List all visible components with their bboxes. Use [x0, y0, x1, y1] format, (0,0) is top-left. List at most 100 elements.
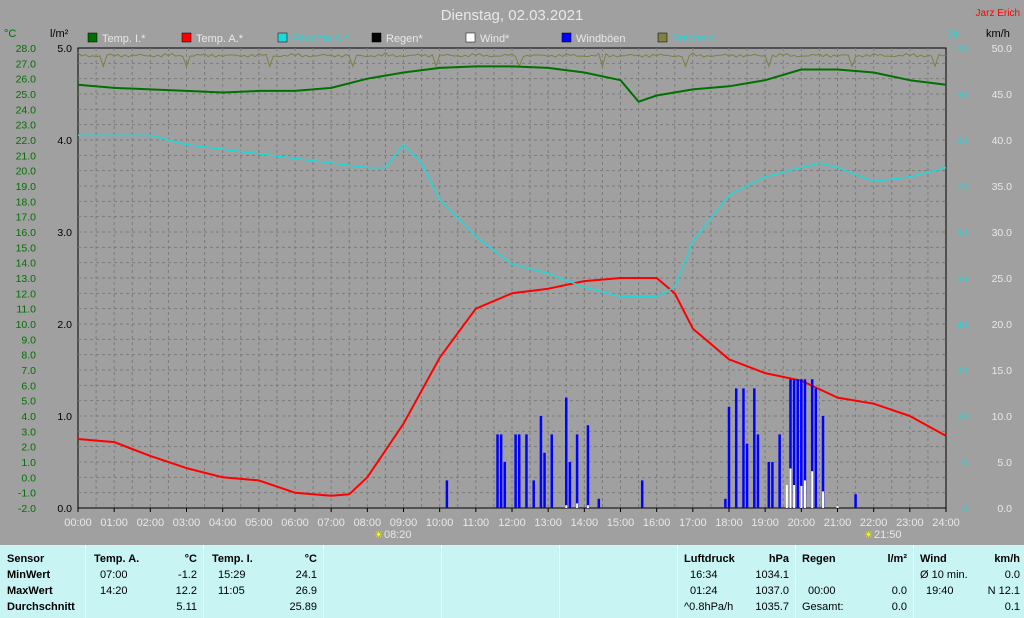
legend-label: Temp. A.* — [196, 33, 244, 45]
author-label: Jarz Erich — [976, 8, 1020, 19]
temp-tick-label: 2.0 — [21, 442, 36, 454]
humidity-tick-label: 100 — [950, 43, 968, 55]
x-tick-label: 16:00 — [643, 517, 671, 529]
temp-tick-label: 0.0 — [21, 472, 36, 484]
sensor-column: Sensor MinWert MaxWert Durchschnitt — [0, 545, 86, 618]
x-tick-label: 00:00 — [64, 517, 92, 529]
temp-i-header: Temp. I. — [212, 553, 253, 565]
rain-tick-label: 1.0 — [57, 411, 72, 423]
humidity-tick-label: 10 — [956, 457, 968, 469]
wind-tick-label: 50.0 — [992, 43, 1013, 55]
humidity-line — [78, 134, 947, 298]
legend-swatch — [87, 32, 98, 43]
chart-legend: Temp. I.* Temp. A.* Feuchte A.* Regen* Wind*… — [87, 32, 718, 45]
temp-tick-label: 19.0 — [16, 181, 37, 193]
wind-tick-label: 45.0 — [992, 89, 1013, 101]
temp-a-header: Temp. A. — [94, 553, 140, 565]
regen-max-time: 00:00 — [808, 585, 836, 597]
temp-tick-label: 4.0 — [21, 411, 36, 423]
sunset-marker: ☀ 21:50 — [864, 529, 902, 541]
sunrise-marker: ☀ 08:20 — [374, 529, 412, 541]
temp-i-max-time: 11:05 — [218, 585, 245, 597]
temp-tick-label: 12.0 — [16, 288, 37, 300]
temp-indoor-line — [77, 65, 947, 103]
chart-title: Dienstag, 02.03.2021 — [441, 7, 584, 24]
temp-tick-label: 27.0 — [16, 58, 37, 70]
wind-max-time: 19:40 — [926, 585, 954, 597]
chart-axes: 28.0 27.0 26.0 25.0 24.0 23.0 22.0 21.0 20.0 19.0… — [16, 43, 1013, 529]
humidity-tick-label: 70 — [956, 181, 968, 193]
rain-tick-label: 0.0 — [57, 503, 72, 515]
left-axis-unit: °C — [4, 28, 16, 40]
x-tick-label: 22:00 — [860, 517, 888, 529]
legend-label: Temp. I.* — [102, 33, 146, 45]
x-tick-label: 20:00 — [788, 517, 816, 529]
temp-i-column: Temp. I. °C 15:29 11:05 24.1 26.9 25.89 — [204, 545, 324, 618]
temp-tick-label: 6.0 — [21, 380, 36, 392]
regen-total-label: Gesamt: — [802, 601, 844, 613]
rain-tick-label: 3.0 — [57, 227, 72, 239]
x-tick-label: 01:00 — [100, 517, 128, 529]
wind-axis-unit: km/h — [986, 28, 1010, 40]
temp-tick-label: 22.0 — [16, 135, 37, 147]
temp-tick-label: 14.0 — [16, 258, 37, 270]
temp-tick-label: 7.0 — [21, 365, 36, 377]
legend-swatch — [561, 32, 572, 43]
wind-column: Wind km/h Ø 10 min. 19:40 0.0 N 12.1 0.1 — [914, 545, 1024, 618]
rain-tick-label: 5.0 — [57, 43, 72, 55]
wind-tick-label: 35.0 — [992, 181, 1013, 193]
empty-column-3 — [560, 545, 678, 618]
luftdruck-min-time: 16:34 — [690, 569, 718, 581]
temp-i-min-value: 24.1 — [295, 569, 317, 581]
temp-tick-label: 24.0 — [16, 104, 37, 116]
humidity-tick-label: 50 — [956, 273, 968, 285]
sunrise-time: 08:20 — [384, 529, 412, 541]
legend-label: Erschein. — [672, 33, 718, 45]
empty-column-2 — [442, 545, 560, 618]
x-tick-label: 18:00 — [715, 517, 743, 529]
x-tick-label: 08:00 — [354, 517, 382, 529]
sunset-icon: ☀ — [864, 530, 873, 541]
luftdruck-max-value: 1037.0 — [755, 585, 789, 597]
wind-tick-label: 40.0 — [992, 135, 1013, 147]
regen-unit: l/m² — [887, 553, 907, 565]
row-label-min: MinWert — [7, 569, 51, 581]
temp-a-max-value: 12.2 — [175, 585, 197, 597]
statistics-panel: Sensor MinWert MaxWert Durchschnitt Temp… — [0, 545, 1024, 618]
luftdruck-min-value: 1034.1 — [755, 569, 789, 581]
temp-tick-label: 16.0 — [16, 227, 37, 239]
legend-label: Feuchte A.* — [292, 33, 350, 45]
temp-tick-label: 26.0 — [16, 74, 37, 86]
temp-tick-label: 9.0 — [21, 334, 36, 346]
legend-swatch — [277, 32, 288, 43]
temp-tick-label: 21.0 — [16, 150, 37, 162]
temp-tick-label: 28.0 — [16, 43, 37, 55]
wind-max-value: N 12.1 — [987, 585, 1020, 597]
x-tick-label: 11:00 — [462, 517, 489, 529]
temp-i-min-time: 15:29 — [218, 569, 246, 581]
humidity-tick-label: 60 — [956, 227, 968, 239]
temp-a-unit: °C — [184, 553, 197, 565]
temp-tick-label: 20.0 — [16, 166, 37, 178]
wind-header: Wind — [920, 553, 947, 565]
legend-swatch — [657, 32, 668, 43]
legend-swatch — [371, 32, 382, 43]
sensor-header: Sensor — [7, 553, 45, 565]
temp-tick-label: 10.0 — [16, 319, 37, 331]
humidity-tick-label: 30 — [956, 365, 968, 377]
temp-tick-label: 18.0 — [16, 196, 37, 208]
wind-avg10-value: 0.0 — [1004, 569, 1020, 581]
temp-i-unit: °C — [304, 553, 317, 565]
regen-column: Regen l/m² 00:00 Gesamt: 0.0 0.0 — [796, 545, 914, 618]
empty-column-1 — [324, 545, 442, 618]
wind-tick-label: 25.0 — [992, 273, 1013, 285]
temp-tick-label: 3.0 — [21, 426, 36, 438]
temp-outdoor-line — [77, 277, 947, 497]
x-tick-label: 03:00 — [173, 517, 201, 529]
regen-total-value: 0.0 — [891, 601, 907, 613]
row-label-avg: Durchschnitt — [7, 601, 75, 613]
x-tick-label: 02:00 — [137, 517, 165, 529]
wind-unit: km/h — [994, 553, 1020, 565]
x-tick-label: 21:00 — [824, 517, 852, 529]
x-tick-label: 19:00 — [751, 517, 779, 529]
